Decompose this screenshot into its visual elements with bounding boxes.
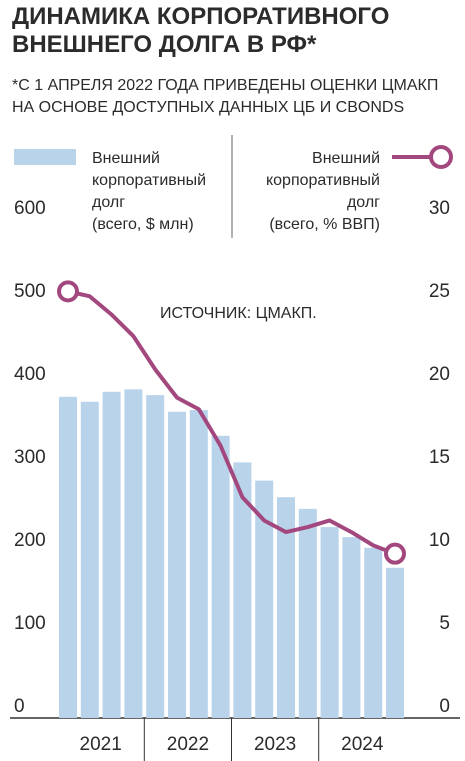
line bbox=[67, 289, 396, 556]
y-tick-label: 400 bbox=[14, 364, 46, 385]
legend-swatch bbox=[14, 149, 76, 165]
legend-label: Внешний bbox=[92, 150, 160, 167]
x-group-label: 2024 bbox=[341, 734, 384, 755]
chart-subtitle: *С 1 АПРЕЛЯ 2022 ГОДА ПРИВЕДЕНЫ ОЦЕНКИ Ц… bbox=[12, 77, 438, 94]
bar bbox=[146, 395, 165, 718]
bar bbox=[124, 389, 143, 718]
bar bbox=[102, 391, 121, 718]
y-tick-label: 200 bbox=[14, 530, 46, 551]
bar bbox=[168, 411, 186, 718]
y2-tick-label: 15 bbox=[429, 447, 450, 468]
bar bbox=[233, 462, 252, 718]
bar bbox=[80, 401, 99, 718]
line-marker bbox=[57, 280, 79, 303]
y2-tick-label: 30 bbox=[429, 198, 450, 219]
y2-tick-label: 5 bbox=[439, 613, 450, 634]
legend-label: Внешний bbox=[312, 150, 380, 167]
y-tick-label: 100 bbox=[14, 613, 46, 634]
legend-label: (всего, % ВВП) bbox=[269, 216, 380, 233]
bar bbox=[211, 435, 230, 718]
bar bbox=[59, 396, 77, 718]
y-tick-label: 0 bbox=[14, 696, 25, 717]
y-tick-label: 500 bbox=[14, 281, 46, 302]
bar bbox=[342, 537, 361, 718]
x-group-label: 2021 bbox=[80, 734, 122, 755]
annotation: ИСТОЧНИК: ЦМАКП. bbox=[160, 305, 317, 322]
chart-subtitle: НА ОСНОВЕ ДОСТУПНЫХ ДАННЫХ ЦБ И CBONDS bbox=[12, 99, 404, 116]
y2-tick-label: 20 bbox=[429, 364, 450, 385]
line-marker bbox=[384, 542, 406, 565]
y2-tick-label: 25 bbox=[429, 281, 450, 302]
legend-label: долг bbox=[347, 194, 380, 211]
bar bbox=[386, 567, 404, 718]
bar bbox=[255, 480, 274, 718]
legend-label: (всего, $ млн) bbox=[92, 216, 194, 233]
y2-tick-label: 0 bbox=[439, 696, 450, 717]
bar bbox=[277, 497, 295, 718]
legend-label: корпоративный bbox=[92, 172, 206, 189]
bar bbox=[189, 410, 208, 718]
bar bbox=[298, 508, 317, 718]
y-tick-label: 300 bbox=[14, 447, 46, 468]
y2-tick-label: 10 bbox=[429, 530, 450, 551]
bar bbox=[364, 547, 383, 718]
legend-label: корпоративный bbox=[266, 172, 380, 189]
bar bbox=[320, 527, 339, 718]
chart-title: ВНЕШНЕГО ДОЛГА В РФ* bbox=[12, 31, 317, 58]
x-group-label: 2022 bbox=[167, 734, 209, 755]
y-tick-label: 600 bbox=[14, 198, 46, 219]
chart-title: ДИНАМИКА КОРПОРАТИВНОГО bbox=[12, 3, 389, 30]
legend-label: долг bbox=[92, 194, 125, 211]
legend-marker bbox=[429, 145, 453, 169]
x-group-label: 2023 bbox=[254, 734, 296, 755]
